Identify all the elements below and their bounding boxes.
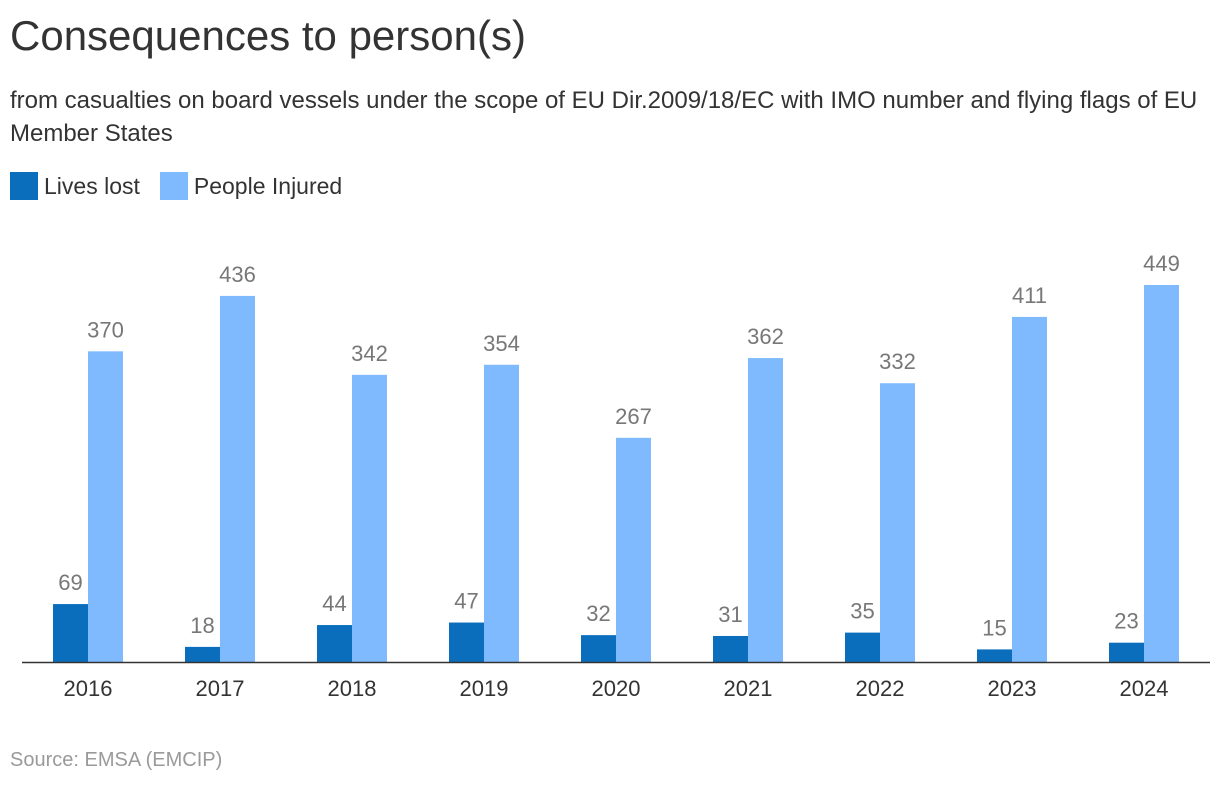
legend-label-people-injured: People Injured <box>193 172 343 199</box>
legend-item-lives-lost[interactable]: Lives lost <box>10 172 140 200</box>
data-label-lives-lost-2023: 15 <box>982 615 1006 640</box>
bar-people-injured-2017[interactable] <box>220 295 255 662</box>
x-tick-label-2019: 2019 <box>460 676 509 701</box>
x-tick-label-2018: 2018 <box>328 676 377 701</box>
data-label-lives-lost-2021: 31 <box>718 602 742 627</box>
data-label-people-injured-2024: 449 <box>1143 251 1180 276</box>
bar-lives-lost-2019[interactable] <box>449 622 484 662</box>
data-label-people-injured-2020: 267 <box>615 404 652 429</box>
data-label-lives-lost-2016: 69 <box>58 570 82 595</box>
data-label-people-injured-2021: 362 <box>747 324 784 349</box>
data-label-people-injured-2018: 342 <box>351 341 388 366</box>
bar-people-injured-2016[interactable] <box>88 351 123 662</box>
data-label-lives-lost-2020: 32 <box>586 601 610 626</box>
source-note: Source: EMSA (EMCIP) <box>10 749 223 771</box>
x-tick-label-2024: 2024 <box>1120 676 1169 701</box>
data-label-lives-lost-2017: 18 <box>190 613 214 638</box>
data-label-people-injured-2019: 354 <box>483 331 520 356</box>
bar-lives-lost-2020[interactable] <box>581 635 616 662</box>
legend-swatch-lives-lost <box>10 172 38 200</box>
bar-lives-lost-2021[interactable] <box>713 635 748 662</box>
bar-people-injured-2022[interactable] <box>880 383 915 662</box>
legend-swatch-people-injured <box>159 172 188 200</box>
bar-lives-lost-2024[interactable] <box>1109 642 1144 662</box>
x-tick-label-2020: 2020 <box>592 676 641 701</box>
bar-lives-lost-2022[interactable] <box>845 632 880 662</box>
bar-lives-lost-2016[interactable] <box>53 604 88 662</box>
legend: Lives lost People Injured <box>10 172 362 200</box>
bar-people-injured-2018[interactable] <box>352 374 387 662</box>
bar-lives-lost-2017[interactable] <box>185 646 220 662</box>
x-tick-label-2022: 2022 <box>856 676 905 701</box>
data-label-lives-lost-2022: 35 <box>850 599 874 624</box>
bar-people-injured-2021[interactable] <box>748 358 783 662</box>
bar-people-injured-2024[interactable] <box>1144 285 1179 662</box>
x-tick-label-2017: 2017 <box>196 676 245 701</box>
x-tick-label-2023: 2023 <box>988 676 1037 701</box>
bar-lives-lost-2018[interactable] <box>317 625 352 662</box>
legend-label-lives-lost: Lives lost <box>44 172 140 199</box>
bar-people-injured-2019[interactable] <box>484 364 519 662</box>
x-tick-label-2016: 2016 <box>64 676 113 701</box>
bar-people-injured-2023[interactable] <box>1012 316 1047 662</box>
x-tick-label-2021: 2021 <box>724 676 773 701</box>
data-label-lives-lost-2024: 23 <box>1114 609 1138 634</box>
chart-title: Consequences to person(s) <box>10 12 526 59</box>
data-label-people-injured-2022: 332 <box>879 349 916 374</box>
legend-item-people-injured[interactable]: People Injured <box>159 172 343 200</box>
chart-subtitle: from casualties on board vessels under t… <box>10 87 1198 147</box>
data-label-lives-lost-2018: 44 <box>322 591 346 616</box>
bar-lives-lost-2023[interactable] <box>977 649 1012 662</box>
data-label-lives-lost-2019: 47 <box>454 589 478 614</box>
bar-people-injured-2020[interactable] <box>616 437 651 662</box>
data-label-people-injured-2017: 436 <box>219 262 256 287</box>
data-label-people-injured-2016: 370 <box>87 317 124 342</box>
data-label-people-injured-2023: 411 <box>1012 283 1047 308</box>
